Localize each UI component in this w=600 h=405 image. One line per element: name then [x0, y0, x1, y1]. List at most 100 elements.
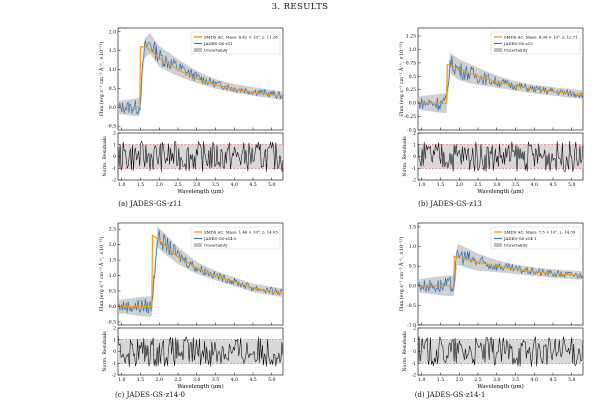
- residual-y-axis-label: Norm. Residuals: [102, 331, 108, 372]
- legend-entry: SMDS AC, Mass: 7.5 × 10⁵, z: 14.39: [504, 230, 576, 235]
- y-tick-label: 0.0: [409, 101, 416, 107]
- residual-sigma-band: [418, 339, 583, 364]
- residual-y-tick-label: -2: [412, 179, 416, 184]
- legend-entry: JADES-GS-z14-0: [203, 236, 237, 241]
- figure-panel-d: -1.0 -0.5 0.0 0.5 1.0 1.5 1.0 1.5 2.0 2.5 3.0 3.5 4.…: [300, 205, 600, 405]
- x-axis-label: Wavelength (μm): [177, 188, 224, 195]
- x-tick-label: 1.0: [118, 377, 125, 383]
- x-tick-label: 2.0: [156, 182, 163, 188]
- legend-entry: Uncertainty: [504, 48, 528, 53]
- y-tick-label: -1.0: [407, 323, 416, 329]
- x-tick-label: 3.0: [493, 377, 500, 383]
- residual-y-tick-label: -1: [112, 167, 116, 172]
- chart-b: -0.5 -0.25 0.0 0.25 0.5 0.75 1.0 1.25 1.0 1.5 2.0 2…: [397, 27, 584, 195]
- x-tick-label: 1.5: [137, 182, 144, 188]
- chart-a: -0.5 0.0 0.5 1.0 1.5 2.0 1.0 1.5 2.0 2.5 3.0 3.5 4.0…: [97, 27, 284, 195]
- y-tick-label: 1.5: [109, 48, 116, 54]
- x-tick-label: 4.5: [549, 377, 556, 383]
- y-tick-label: 1.0: [109, 273, 116, 279]
- residual-y-tick-label: 2: [113, 132, 116, 137]
- x-tick-label: 3.5: [212, 182, 219, 188]
- legend-entry: JADES-GS-z13: [503, 41, 533, 46]
- legend-entry: SMDS AC, Mass: 6.42 × 10⁵, z: 11.26: [204, 35, 278, 40]
- y-tick-label: 2.0: [109, 29, 116, 35]
- x-tick-label: 1.5: [137, 377, 144, 383]
- residual-y-tick-label: 1: [413, 143, 416, 148]
- legend-entry: Uncertainty: [204, 48, 228, 53]
- residual-y-tick-label: 0: [113, 155, 116, 160]
- residual-line: [417, 336, 584, 367]
- x-tick-label: 4.5: [249, 182, 256, 188]
- legend-swatch: [194, 243, 202, 247]
- y-tick-label: 1.25: [406, 34, 416, 40]
- y-axis-label: Flux (erg s⁻¹ cm⁻² Å⁻¹, ×10⁻²¹): [397, 236, 405, 311]
- figure-panel-a: -0.5 0.0 0.5 1.0 1.5 2.0 1.0 1.5 2.0 2.5 3.0 3.5 4.0…: [0, 10, 300, 210]
- x-tick-label: 5.0: [268, 377, 275, 383]
- y-tick-label: 2.0: [109, 242, 116, 248]
- legend-box: [490, 31, 581, 55]
- caption-c: (c) JADES-GS-z14-0: [114, 391, 186, 399]
- y-tick-label: 0.0: [109, 304, 116, 310]
- legend-box: [190, 226, 281, 250]
- legend-entry: JADES-GS-z11: [203, 41, 233, 46]
- legend-entry: SMDS AC, Mass: 1.46 × 10⁶, z: 14.03: [204, 230, 278, 235]
- residual-y-tick-label: 0: [113, 350, 116, 355]
- residual-y-tick-label: 2: [113, 327, 116, 332]
- residual-y-tick-label: -2: [112, 374, 116, 379]
- model-spectrum-line: [118, 234, 284, 308]
- legend-entry: SMDS AC, Mass: 4.99 × 10⁵, z: 12.71: [504, 35, 578, 40]
- residual-line: [117, 140, 284, 172]
- residual-y-axis-label: Norm. Residuals: [102, 136, 108, 177]
- figure-panel-c: -0.5 0.0 0.5 1.0 1.5 2.0 2.5 1.0 1.5 2.0 2.5 3.0 3.5…: [0, 205, 300, 405]
- x-tick-label: 4.0: [531, 377, 538, 383]
- x-tick-label: 1.5: [437, 377, 444, 383]
- residual-y-tick-label: 0: [413, 350, 416, 355]
- caption-a: (a) JADES-GS-z11: [118, 200, 182, 208]
- x-tick-label: 3.5: [512, 377, 519, 383]
- legend-entry: JADES-GS-z14-1: [503, 236, 536, 241]
- legend-entry: Uncertainty: [504, 243, 528, 248]
- residual-y-tick-label: 1: [113, 338, 116, 343]
- y-tick-label: 0.25: [406, 87, 416, 93]
- residual-y-tick-label: -2: [112, 179, 116, 184]
- chart-d: -1.0 -0.5 0.0 0.5 1.0 1.5 1.0 1.5 2.0 2.5 3.0 3.5 4.…: [397, 222, 584, 390]
- x-tick-label: 4.0: [531, 182, 538, 188]
- model-spectrum-line: [418, 255, 584, 287]
- x-tick-label: 5.0: [268, 182, 275, 188]
- uncertainty-band: [118, 33, 283, 117]
- model-spectrum-line: [118, 46, 284, 108]
- y-tick-label: 0.5: [109, 86, 116, 92]
- residual-line: [417, 141, 584, 173]
- data-spectrum-line: [117, 230, 284, 314]
- legend-swatch: [494, 48, 502, 52]
- y-tick-label: 0.0: [109, 105, 116, 111]
- x-tick-label: 5.0: [568, 377, 575, 383]
- y-tick-label: 1.0: [409, 244, 416, 250]
- caption-b: (b) JADES-GS-z13: [418, 200, 482, 208]
- x-axis-label: Wavelength (μm): [177, 383, 224, 390]
- residual-sigma-band: [118, 144, 283, 169]
- x-tick-label: 4.5: [549, 182, 556, 188]
- legend-entry: Uncertainty: [204, 243, 228, 248]
- x-tick-label: 3.5: [212, 377, 219, 383]
- x-tick-label: 4.5: [249, 377, 256, 383]
- legend-box: [490, 226, 581, 250]
- x-tick-label: 2.0: [456, 377, 463, 383]
- y-tick-label: 2.5: [109, 227, 116, 233]
- x-tick-label: 1.0: [118, 182, 125, 188]
- section-header: 3. RESULTS: [271, 2, 329, 12]
- y-tick-label: -0.5: [407, 303, 416, 309]
- y-tick-label: -0.5: [107, 124, 116, 130]
- residual-y-tick-label: 1: [413, 338, 416, 343]
- x-tick-label: 2.5: [474, 182, 481, 188]
- figure-panel-b: -0.5 -0.25 0.0 0.25 0.5 0.75 1.0 1.25 1.0 1.5 2.0 2…: [300, 10, 600, 210]
- x-tick-label: 1.0: [418, 377, 425, 383]
- y-tick-label: 0.5: [409, 264, 416, 270]
- y-tick-label: -0.5: [107, 319, 116, 325]
- residual-y-tick-label: 2: [413, 327, 416, 332]
- residual-y-axis-label: Norm. Residuals: [402, 331, 408, 372]
- x-tick-label: 3.0: [193, 182, 200, 188]
- x-tick-label: 2.5: [174, 377, 181, 383]
- y-tick-label: 1.5: [109, 258, 116, 264]
- x-axis-label: Wavelength (μm): [477, 188, 524, 195]
